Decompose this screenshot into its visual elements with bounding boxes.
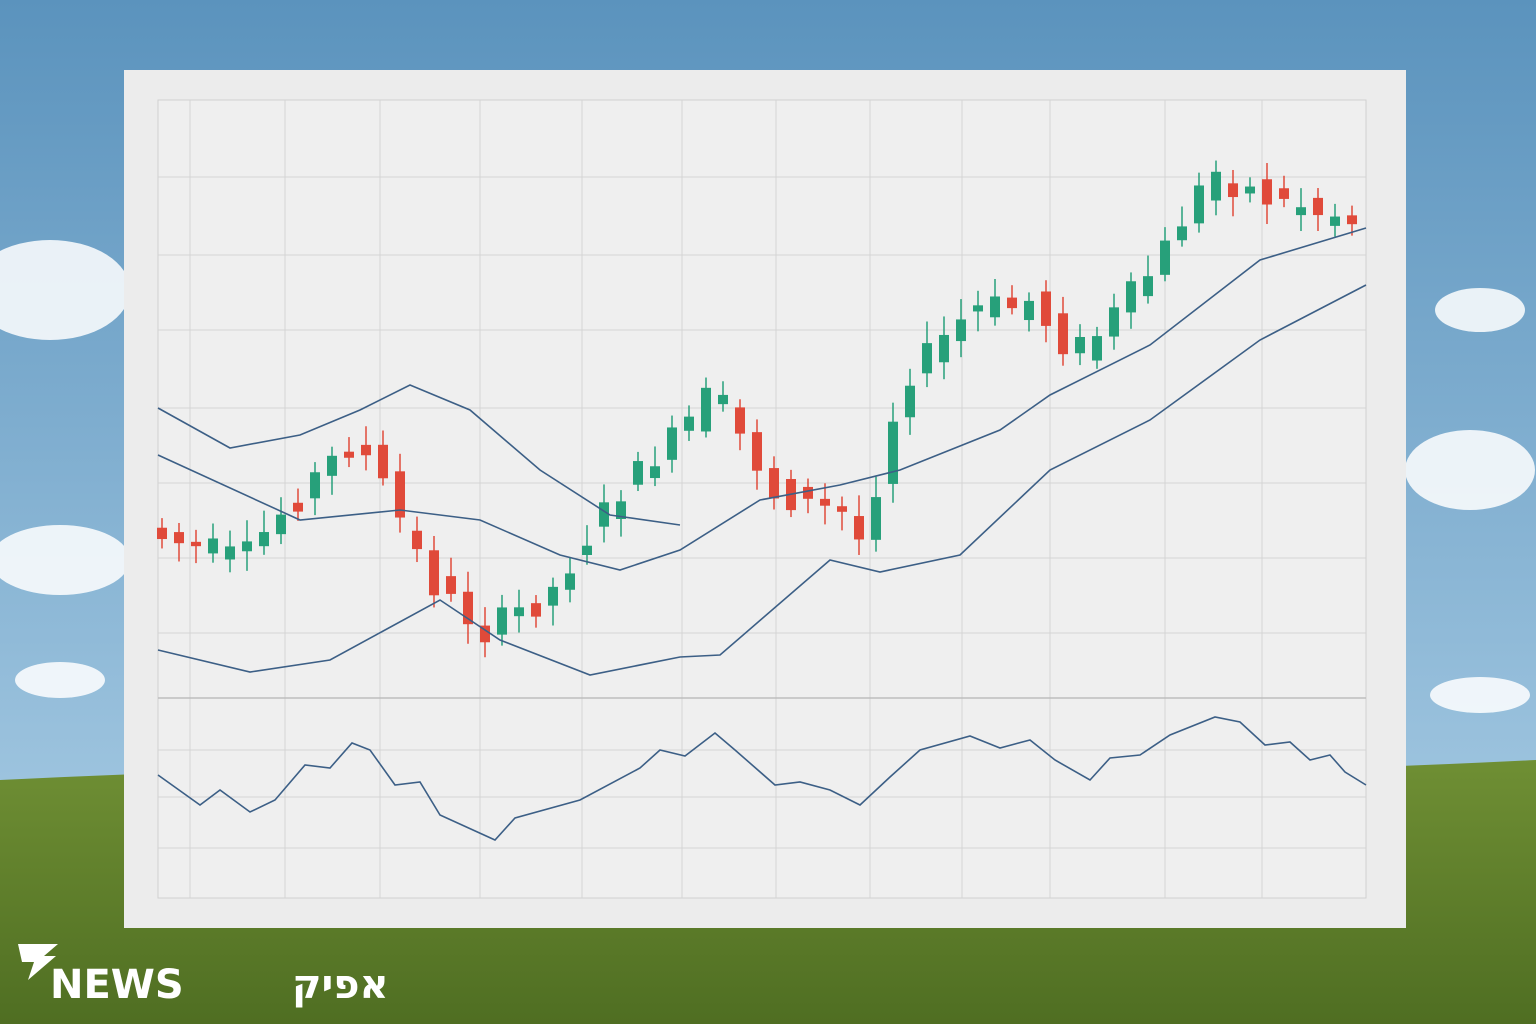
candle-body [463, 591, 473, 625]
lower-band [157, 284, 1367, 676]
candle-body [531, 603, 541, 617]
candle-body [361, 444, 371, 456]
candle-body [327, 455, 337, 476]
candle-body [956, 319, 966, 342]
candle-body [1126, 281, 1136, 313]
candle-body [480, 625, 490, 643]
candle-body [701, 387, 711, 432]
candle-body [871, 497, 881, 540]
candle-body [735, 407, 745, 434]
candle-body [1041, 291, 1051, 326]
upper-band [157, 384, 681, 526]
candle-body [191, 541, 201, 547]
candle-body [276, 514, 286, 535]
logo-icon [18, 944, 58, 980]
candle-body [242, 541, 252, 552]
candle-body [905, 385, 915, 418]
candle-body [1007, 297, 1017, 309]
grid [158, 100, 1366, 898]
candle-body [1330, 216, 1340, 226]
candle-body [344, 451, 354, 458]
candle-body [1245, 186, 1255, 194]
candle-body [769, 468, 779, 499]
candle-body [1075, 336, 1085, 354]
candle-body [1279, 188, 1289, 199]
candle-body [616, 501, 626, 519]
candle-body [259, 532, 269, 547]
candle-body [548, 586, 558, 606]
candle-body [922, 343, 932, 374]
candle-body [412, 530, 422, 550]
candle-body [718, 394, 728, 405]
logo: NEWS אפיק [18, 944, 389, 1008]
candle-body [650, 466, 660, 479]
candle-body [1058, 313, 1068, 355]
candle-body [157, 527, 167, 540]
candle-body [1313, 197, 1323, 216]
candle-body [820, 498, 830, 506]
logo-latin: NEWS [50, 962, 184, 1008]
candle-body [599, 502, 609, 527]
candle-body [497, 607, 507, 635]
candle-body [684, 416, 694, 431]
candle-body [939, 334, 949, 363]
candle-body [1296, 207, 1306, 216]
candle-body [225, 546, 235, 560]
candle-body [633, 461, 643, 485]
logo-hebrew: אפיק [292, 962, 389, 1008]
candle-body [1092, 336, 1102, 361]
candle-body [293, 502, 303, 512]
candle-body [565, 573, 575, 590]
middle-band [157, 227, 1367, 571]
candle-body [837, 506, 847, 512]
candle-body [208, 538, 218, 554]
candle-body [752, 432, 762, 471]
candle-body [1211, 171, 1221, 201]
candle-body [1109, 307, 1119, 337]
candle-body [514, 607, 524, 617]
candle-body [429, 550, 439, 596]
candle-body [803, 486, 813, 499]
candle-body [1228, 183, 1238, 198]
candle-body [854, 516, 864, 540]
candle-body [1262, 179, 1272, 205]
candle-body [1024, 300, 1034, 321]
candle-body [1143, 276, 1153, 297]
candle-body [667, 427, 677, 460]
candle-body [1177, 226, 1187, 241]
candle-body [1160, 240, 1170, 275]
candle-body [310, 472, 320, 499]
clouds [0, 240, 1535, 713]
candles [157, 160, 1357, 658]
candle-body [378, 444, 388, 479]
candle-body [174, 532, 184, 544]
candle-body [446, 576, 456, 594]
oscillator-line [157, 716, 1367, 841]
candle-body [1194, 185, 1204, 224]
candle-body [973, 305, 983, 312]
candle-body [990, 296, 1000, 318]
candle-body [1347, 215, 1357, 225]
candle-body [888, 421, 898, 484]
candle-body [395, 471, 405, 518]
candle-body [582, 545, 592, 556]
